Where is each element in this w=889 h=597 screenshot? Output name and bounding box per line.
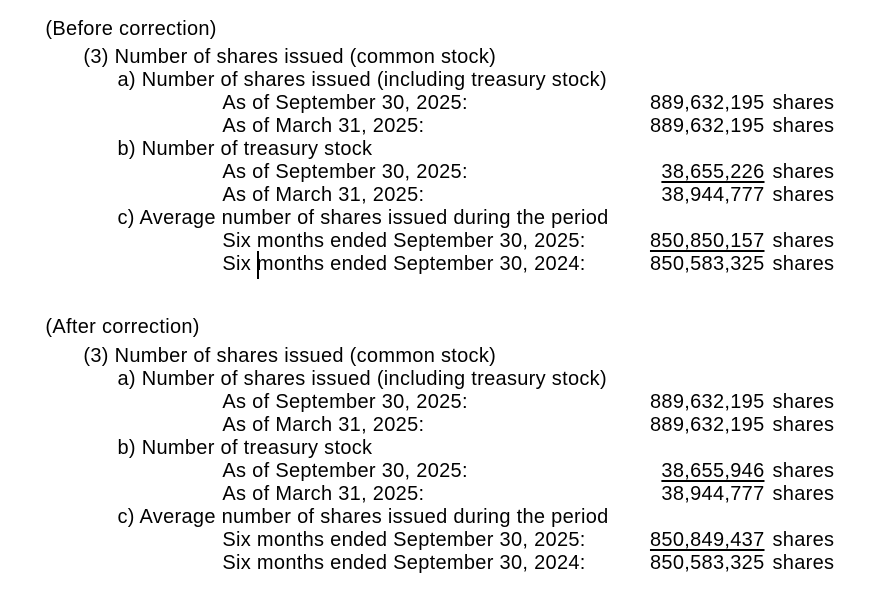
document-line: As of September 30, 2025: 889,632,195 shar… bbox=[0, 391, 889, 414]
section-header-after-correction: (After correction) bbox=[0, 316, 889, 339]
document-line: b) Number of treasury stock bbox=[0, 437, 889, 460]
line-label: As of March 31, 2025: bbox=[222, 184, 425, 207]
line-text: b) Number of treasury stock bbox=[117, 436, 373, 459]
share-unit-label: shares bbox=[772, 161, 835, 184]
share-count-underlined: 38,655,226 bbox=[661, 161, 765, 184]
document-line: c) Average number of shares issued durin… bbox=[0, 506, 889, 529]
share-unit-label: shares bbox=[772, 253, 835, 276]
line-label: As of September 30, 2025: bbox=[222, 161, 468, 184]
line-label: As of March 31, 2025: bbox=[222, 482, 425, 505]
share-unit-label: shares bbox=[772, 482, 835, 505]
share-unit-label: shares bbox=[772, 390, 835, 413]
share-unit-label: shares bbox=[772, 230, 835, 253]
section-body-after-correction: (3) Number of shares issued (common stoc… bbox=[0, 345, 889, 575]
document-line: As of March 31, 2025: 38,944,777 shares bbox=[0, 483, 889, 506]
share-count: 889,632,195 bbox=[649, 413, 765, 436]
line-text: b) Number of treasury stock bbox=[117, 138, 373, 161]
share-unit-label: shares bbox=[772, 115, 835, 138]
document-line: As of September 30, 2025: 38,655,226 share… bbox=[0, 161, 889, 184]
line-text: a) Number of shares issued (including tr… bbox=[117, 69, 607, 92]
share-unit-label: shares bbox=[772, 528, 835, 551]
document-line: Six months ended September 30, 2025: 850,… bbox=[0, 230, 889, 253]
line-label: Six months ended September 30, 2025: bbox=[222, 230, 586, 253]
share-count: 850,583,325 bbox=[649, 253, 765, 276]
line-text: c) Average number of shares issued durin… bbox=[117, 207, 609, 230]
section-header-before-correction: (Before correction) bbox=[0, 18, 889, 41]
fullwidth-close-paren: ) bbox=[209, 18, 217, 41]
share-unit-label: shares bbox=[772, 184, 835, 207]
share-count-underlined: 850,850,157 bbox=[649, 230, 765, 253]
document-line: (3) Number of shares issued (common stoc… bbox=[0, 46, 889, 69]
line-label: As of September 30, 2025: bbox=[222, 390, 468, 413]
line-label: Six months ended September 30, 2024: bbox=[222, 253, 586, 276]
document-line: (3) Number of shares issued (common stoc… bbox=[0, 345, 889, 368]
share-count: 889,632,195 bbox=[649, 92, 765, 115]
share-unit-label: shares bbox=[772, 551, 835, 574]
fullwidth-close-paren: ) bbox=[192, 316, 200, 339]
share-count-underlined: 38,655,946 bbox=[661, 459, 765, 482]
document-line: a) Number of shares issued (including tr… bbox=[0, 69, 889, 92]
section-title-after: After correction bbox=[52, 316, 193, 339]
line-text: (3) Number of shares issued (common stoc… bbox=[83, 46, 497, 69]
share-unit-label: shares bbox=[772, 92, 835, 115]
document-line: Six months ended September 30, 2025: 850,… bbox=[0, 529, 889, 552]
fullwidth-open-paren: ( bbox=[45, 18, 53, 41]
document-line: As of March 31, 2025: 38,944,777 shares bbox=[0, 184, 889, 207]
section-body-before-correction: (3) Number of shares issued (common stoc… bbox=[0, 46, 889, 276]
line-label: As of September 30, 2025: bbox=[222, 92, 468, 115]
line-text: (3) Number of shares issued (common stoc… bbox=[83, 344, 497, 367]
share-count: 38,944,777 bbox=[661, 482, 765, 505]
share-count-underlined: 850,849,437 bbox=[649, 528, 765, 551]
line-label: Six months ended September 30, 2024: bbox=[222, 551, 586, 574]
document-line: As of September 30, 2025: 889,632,195 shar… bbox=[0, 92, 889, 115]
document-line: As of March 31, 2025: 889,632,195 shares bbox=[0, 115, 889, 138]
section-title-before: Before correction bbox=[52, 18, 210, 41]
text-cursor bbox=[257, 251, 259, 279]
document-line: As of March 31, 2025: 889,632,195 shares bbox=[0, 414, 889, 437]
line-label: As of March 31, 2025: bbox=[222, 115, 425, 138]
document-line: b) Number of treasury stock bbox=[0, 138, 889, 161]
share-count: 850,583,325 bbox=[649, 551, 765, 574]
line-label: Six months ended September 30, 2025: bbox=[222, 528, 586, 551]
line-label: As of March 31, 2025: bbox=[222, 413, 425, 436]
document-line: a) Number of shares issued (including tr… bbox=[0, 368, 889, 391]
share-unit-label: shares bbox=[772, 413, 835, 436]
share-count: 889,632,195 bbox=[649, 115, 765, 138]
fullwidth-open-paren: ( bbox=[45, 316, 53, 339]
document-line: As of September 30, 2025: 38,655,946 share… bbox=[0, 460, 889, 483]
line-text: c) Average number of shares issued durin… bbox=[117, 505, 609, 528]
share-unit-label: shares bbox=[772, 459, 835, 482]
document-line: Six months ended September 30, 2024: 850,… bbox=[0, 253, 889, 276]
share-count: 38,944,777 bbox=[661, 184, 765, 207]
share-count: 889,632,195 bbox=[649, 390, 765, 413]
line-text: a) Number of shares issued (including tr… bbox=[117, 367, 607, 390]
line-label: As of September 30, 2025: bbox=[222, 459, 468, 482]
document-line: Six months ended September 30, 2024: 850,… bbox=[0, 552, 889, 575]
document-line: c) Average number of shares issued durin… bbox=[0, 207, 889, 230]
